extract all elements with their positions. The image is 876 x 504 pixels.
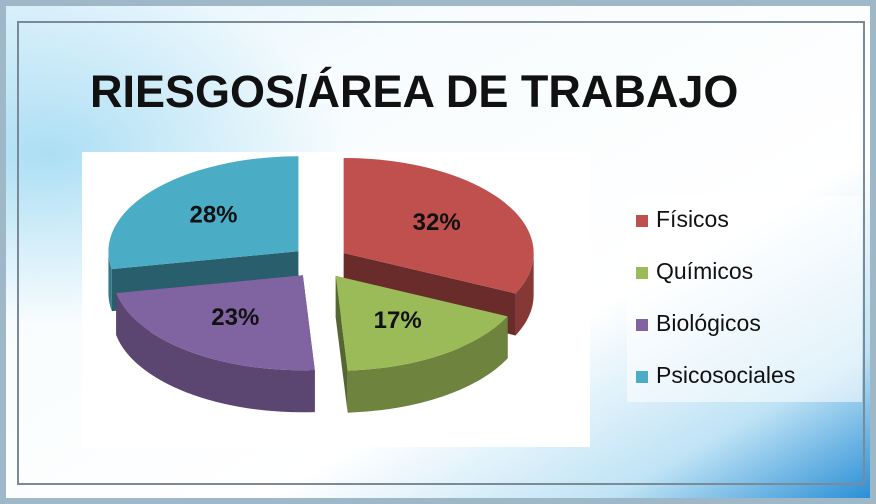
legend-swatch bbox=[636, 371, 648, 383]
data-label: 28% bbox=[189, 202, 237, 229]
slice bbox=[116, 275, 315, 371]
data-label: 17% bbox=[374, 307, 422, 334]
slice bbox=[108, 156, 299, 270]
legend-swatch bbox=[636, 215, 648, 227]
chart-title: RIESGOS/ÁREA DE TRABAJO bbox=[90, 66, 738, 117]
legend-label: Químicos bbox=[656, 258, 753, 284]
slice bbox=[335, 275, 508, 371]
inner-frame bbox=[17, 21, 865, 485]
legend-label: Biológicos bbox=[656, 310, 761, 336]
slice-wall bbox=[515, 252, 534, 336]
data-label: 23% bbox=[211, 304, 259, 331]
slice-wall bbox=[116, 293, 315, 413]
legend bbox=[627, 196, 862, 402]
pie: 32% 17% 23% 28% bbox=[108, 156, 534, 413]
data-label: 32% bbox=[413, 209, 461, 236]
slice-wall bbox=[347, 316, 508, 413]
slice-side bbox=[335, 275, 348, 413]
legend-swatch bbox=[636, 319, 648, 331]
slice bbox=[343, 157, 534, 294]
slice-wall bbox=[108, 251, 112, 312]
legend-swatch bbox=[636, 267, 648, 279]
legend-label: Físicos bbox=[656, 206, 729, 232]
legend-label: Psicosociales bbox=[656, 362, 795, 388]
